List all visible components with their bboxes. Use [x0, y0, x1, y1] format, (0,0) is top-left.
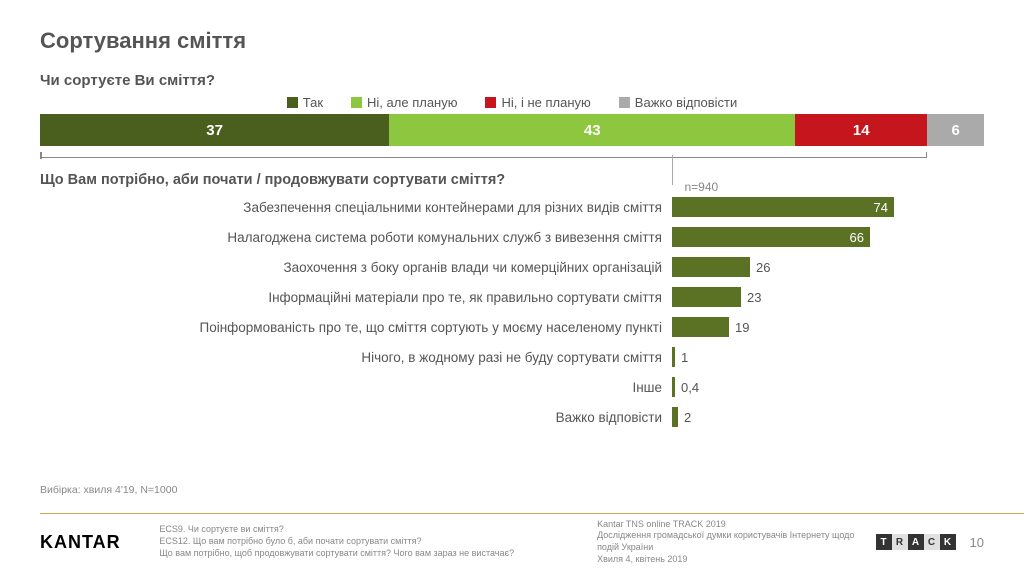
footer-q-line: ECS12. Що вам потрібно було б, аби почат… — [159, 536, 577, 548]
legend-label: Так — [303, 95, 323, 110]
q2-text: Що Вам потрібно, аби почати / продовжува… — [40, 172, 505, 188]
hbar-fill — [672, 377, 675, 397]
page-number: 10 — [970, 535, 984, 550]
legend-item: Так — [287, 95, 323, 110]
hbar-label: Поінформованість про те, що сміття сорту… — [42, 320, 672, 335]
hbar-row: Інше 0,4 — [42, 374, 982, 400]
hbar-value: 66 — [850, 230, 864, 245]
hbar-label: Інше — [42, 380, 672, 395]
hbar-row: Налагоджена система роботи комунальних с… — [42, 224, 982, 250]
hbar-fill — [672, 287, 741, 307]
legend-swatch — [287, 97, 298, 108]
legend-label: Ні, але планую — [367, 95, 457, 110]
hbar-label: Заохочення з боку органів влади чи комер… — [42, 260, 672, 275]
hbar-value: 2 — [684, 410, 691, 425]
track-tile: T — [876, 534, 892, 550]
hbar-label: Важко відповісти — [42, 410, 672, 425]
hbar-row: Поінформованість про те, що сміття сорту… — [42, 314, 982, 340]
hbar-value: 19 — [735, 320, 749, 335]
legend-swatch — [485, 97, 496, 108]
legend-item: Важко відповісти — [619, 95, 737, 110]
hbar-value: 74 — [874, 200, 888, 215]
track-tile: C — [924, 534, 940, 550]
track-tile: A — [908, 534, 924, 550]
hbar-label: Забезпечення спеціальними контейнерами д… — [42, 200, 672, 215]
hbar-track: 66 — [672, 227, 982, 247]
hbar-label: Інформаційні матеріали про те, як правил… — [42, 290, 672, 305]
hbar-label: Нічого, в жодному разі не буду сортувати… — [42, 350, 672, 365]
hbar-chart: Забезпечення спеціальними контейнерами д… — [42, 194, 982, 430]
legend-swatch — [351, 97, 362, 108]
legend-item: Ні, але планую — [351, 95, 457, 110]
footer: KANTAR ECS9. Чи сортуєте ви сміття?ECS12… — [40, 518, 984, 566]
footer-meta: Kantar TNS online TRACK 2019Дослідження … — [597, 519, 875, 566]
q1-text: Чи сортуєте Ви сміття? — [40, 72, 984, 89]
stacked-bar: 3743146 — [40, 114, 984, 146]
footer-q-line: ECS9. Чи сортуєте ви сміття? — [159, 524, 577, 536]
track-logo: TRACK — [876, 534, 956, 550]
stacked-segment: 43 — [389, 114, 795, 146]
stacked-segment: 14 — [795, 114, 927, 146]
hbar-row: Заохочення з боку органів влади чи комер… — [42, 254, 982, 280]
hbar-row: Забезпечення спеціальними контейнерами д… — [42, 194, 982, 220]
footer-questions: ECS9. Чи сортуєте ви сміття?ECS12. Що ва… — [159, 524, 577, 559]
hbar-row: Важко відповісти 2 — [42, 404, 982, 430]
hbar-fill: 74 — [672, 197, 894, 217]
track-tile: R — [892, 534, 908, 550]
hbar-track: 0,4 — [672, 377, 982, 397]
hbar-track: 23 — [672, 287, 982, 307]
track-tile: K — [940, 534, 956, 550]
n-label: n=940 — [684, 180, 718, 194]
legend-label: Важко відповісти — [635, 95, 737, 110]
slide-title: Сортування сміття — [40, 28, 984, 54]
sample-note: Вибірка: хвиля 4'19, N=1000 — [40, 484, 177, 496]
hbar-track: 2 — [672, 407, 982, 427]
bracket — [40, 148, 984, 162]
legend-swatch — [619, 97, 630, 108]
hbar-fill — [672, 407, 678, 427]
hbar-fill — [672, 347, 675, 367]
hbar-row: Інформаційні матеріали про те, як правил… — [42, 284, 982, 310]
footer-divider — [40, 513, 1024, 514]
hbar-track: 19 — [672, 317, 982, 337]
legend-item: Ні, і не планую — [485, 95, 590, 110]
legend-label: Ні, і не планую — [501, 95, 590, 110]
hbar-value: 0,4 — [681, 380, 699, 395]
footer-meta-line: Хвиля 4, квітень 2019 — [597, 554, 875, 566]
stacked-segment: 6 — [927, 114, 984, 146]
hbar-value: 1 — [681, 350, 688, 365]
footer-q-line: Що вам потрібно, щоб продовжувати сортув… — [159, 548, 577, 560]
hbar-track: 74 — [672, 197, 982, 217]
footer-meta-line: Kantar TNS online TRACK 2019 — [597, 519, 875, 531]
hbar-row: Нічого, в жодному разі не буду сортувати… — [42, 344, 982, 370]
hbar-fill — [672, 317, 729, 337]
hbar-track: 1 — [672, 347, 982, 367]
kantar-logo: KANTAR — [40, 532, 159, 553]
hbar-value: 23 — [747, 290, 761, 305]
n-pointer-line — [672, 155, 673, 185]
hbar-label: Налагоджена система роботи комунальних с… — [42, 230, 672, 245]
hbar-track: 26 — [672, 257, 982, 277]
footer-meta-line: Дослідження громадської думки користувач… — [597, 530, 875, 553]
hbar-value: 26 — [756, 260, 770, 275]
hbar-fill — [672, 257, 750, 277]
stacked-segment: 37 — [40, 114, 389, 146]
q1-legend: Так Ні, але планую Ні, і не планую Важко ві… — [40, 95, 984, 110]
hbar-fill: 66 — [672, 227, 870, 247]
